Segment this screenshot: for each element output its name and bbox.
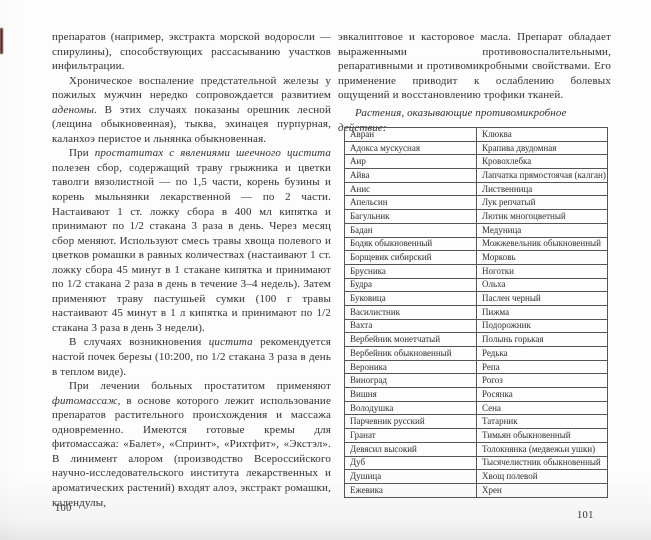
table-cell: Хвощ полевой (476, 469, 608, 484)
table-cell: Бадан (344, 222, 477, 238)
right-page-text: эвкалиптовое и касторовое масла. Препара… (338, 30, 611, 103)
table-cell: Бодяк обыкновенный (344, 236, 477, 252)
table-cell: Айва (344, 168, 477, 183)
table-cell: Медуница (476, 222, 608, 238)
table-row: Багульник Лютик многоцветный (344, 209, 608, 224)
table-cell: Лютик многоцветный (476, 209, 608, 224)
table-cell: Дуб (344, 455, 477, 471)
table-cell: Адокса мускусная (344, 140, 477, 156)
table-cell: Борщевик сибирский (344, 250, 477, 265)
table-cell: Кровохлебка (476, 154, 608, 170)
table-cell: Репа (476, 359, 608, 375)
table-row: Апельсин Лук репчатый (344, 195, 608, 211)
table-cell: Толокнянка (медвежьи ушки) (476, 441, 608, 457)
table-cell: Будра (344, 277, 477, 293)
table-cell: Пижма (476, 304, 608, 320)
table-cell: Виноград (344, 373, 477, 389)
table-cell: Брусника (344, 263, 477, 279)
table-row: Адокса мускусная Крапива двудомная (344, 140, 608, 156)
table-cell: Вахта (344, 318, 477, 334)
table-cell: Багульник (344, 209, 477, 224)
table-cell: Тысячелистник обыкновенный (476, 455, 608, 471)
table-row: Дуб Тысячелистник обыкновенный (344, 455, 608, 471)
table-row: Авран Клюква (344, 127, 608, 142)
table-cell: Тимьян обыкновенный (476, 428, 608, 443)
table-cell: Лапчатка прямостоячая (калган) (476, 168, 608, 183)
table-cell: Девясил высокий (344, 441, 477, 457)
table-row: Буковица Паслен черный (344, 291, 608, 306)
table-cell: Татарник (476, 414, 608, 430)
table-cell: Вербейник обыкновенный (344, 346, 477, 361)
table-cell: Росянка (476, 387, 608, 402)
table-cell: Лиственница (476, 181, 608, 197)
table-row: Бадан Медуница (344, 222, 608, 238)
scan-edge-mark (0, 28, 3, 54)
table-cell: Хрен (476, 482, 608, 498)
table-row: Айва Лапчатка прямостоячая (калган) (344, 168, 608, 183)
table-cell: Парчевник русский (344, 414, 477, 430)
table-cell: Апельсин (344, 195, 477, 211)
paragraph: Хроническое воспаление предстательной же… (52, 74, 331, 145)
table-row: Вишня Росянка (344, 387, 608, 402)
table-row: Брусника Ноготки (344, 263, 608, 279)
paragraph: препаратов (например, экстракта морской … (52, 31, 331, 73)
table-cell: Авран (344, 127, 477, 142)
table-row: Парчевник русский Татарник (344, 414, 608, 430)
table-cell: Василистник (344, 304, 477, 320)
paragraph: При простатитах с явлениями шеечного цис… (52, 147, 331, 334)
paragraph: При лечении больных простатитом применяю… (52, 380, 331, 509)
table-cell: Вербейник монетчатый (344, 332, 477, 347)
table-cell: Аир (344, 154, 477, 170)
table-cell: Клюква (476, 127, 608, 142)
paragraph: эвкалиптовое и касторовое масла. Препара… (338, 31, 611, 102)
table-row: Борщевик сибирский Морковь (344, 250, 608, 265)
table-row: Вероника Репа (344, 359, 608, 375)
table-cell: Вишня (344, 387, 477, 402)
table-cell: Гранат (344, 428, 477, 443)
table-cell: Полынь горькая (476, 332, 608, 347)
table-row: Гранат Тимьян обыкновенный (344, 428, 608, 443)
table-row: Аир Кровохлебка (344, 154, 608, 170)
table-cell: Ноготки (476, 263, 608, 279)
table-cell: Володушка (344, 400, 477, 416)
table-cell: Подорожник (476, 318, 608, 334)
table-row: Будра Ольха (344, 277, 608, 293)
table-cell: Можжевельник обыкновенный (476, 236, 608, 252)
table-cell: Буковица (344, 291, 477, 306)
table-row: Вахта Подорожник (344, 318, 608, 334)
table-cell: Паслен черный (476, 291, 608, 306)
left-page-text: препаратов (например, экстракта морской … (52, 30, 331, 510)
table-row: Ежевика Хрен (344, 482, 608, 498)
table-cell: Морковь (476, 250, 608, 265)
table-cell: Рогоз (476, 373, 608, 389)
table-row: Володушка Сена (344, 400, 608, 416)
table-row: Девясил высокий Толокнянка (медвежьи ушки… (344, 441, 608, 457)
paragraph: В случаях возникновения цистита рекоменд… (52, 336, 331, 378)
table-row: Виноград Рогоз (344, 373, 608, 389)
table-cell: Ольха (476, 277, 608, 293)
table-cell: Ежевика (344, 482, 477, 498)
page-number-right: 101 (577, 510, 594, 521)
table-cell: Сена (476, 400, 608, 416)
table-cell: Вероника (344, 359, 477, 375)
table-row: Душица Хвощ полевой (344, 469, 608, 484)
table-cell: Редька (476, 346, 608, 361)
page-number-left: 100 (55, 503, 72, 514)
table-row: Василистник Пижма (344, 304, 608, 320)
antimicrobial-plants-table: Авран Клюква Адокса мускусная Крапива двудо… (344, 127, 608, 498)
table-row: Вербейник обыкновенный Редька (344, 346, 608, 361)
table-cell: Душица (344, 469, 477, 484)
table-row: Вербейник монетчатый Полынь горькая (344, 332, 608, 347)
table-cell: Крапива двудомная (476, 140, 608, 156)
table-cell: Анис (344, 181, 477, 197)
table-row: Анис Лиственница (344, 181, 608, 197)
table-row: Бодяк обыкновенный Можжевельник обыкновен… (344, 236, 608, 252)
table-cell: Лук репчатый (476, 195, 608, 211)
